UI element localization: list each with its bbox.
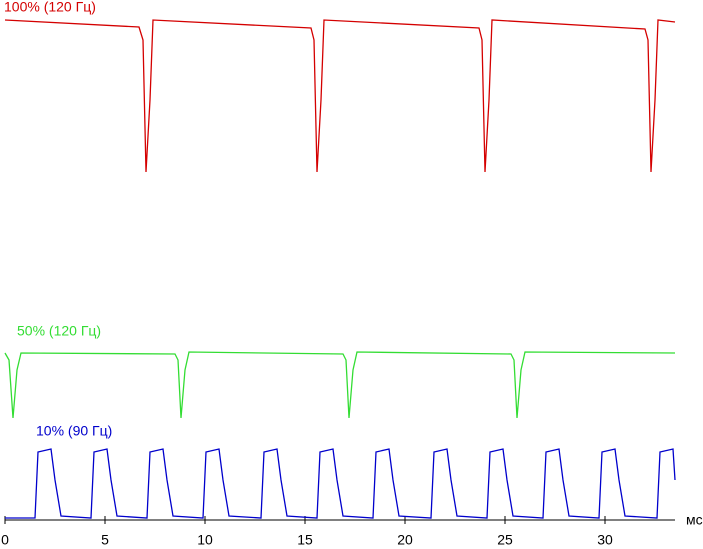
series-label: 50% (120 Гц) [17,323,101,339]
x-tick-label: 10 [197,532,213,548]
x-tick-label: 0 [1,532,9,548]
x-tick-label: 25 [497,532,513,548]
x-tick-label: 30 [597,532,613,548]
series-line [4,19,676,173]
x-tick-label: 20 [397,532,413,548]
x-tick-label: 5 [101,532,109,548]
series-line [4,351,676,419]
series-line [5,448,676,519]
x-axis-label: мс [686,512,703,528]
series-label: 100% (120 Гц) [4,0,96,15]
x-tick-label: 15 [297,532,313,548]
series-label: 10% (90 Гц) [36,423,112,439]
